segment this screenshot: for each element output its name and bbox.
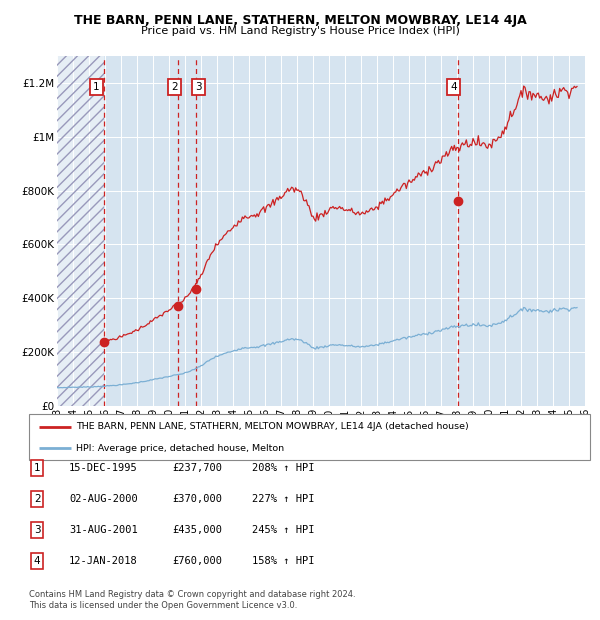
Text: 1: 1 — [34, 463, 41, 473]
Text: 2: 2 — [171, 82, 178, 92]
FancyBboxPatch shape — [29, 414, 590, 460]
Text: 245% ↑ HPI: 245% ↑ HPI — [252, 525, 314, 535]
Text: THE BARN, PENN LANE, STATHERN, MELTON MOWBRAY, LE14 4JA (detached house): THE BARN, PENN LANE, STATHERN, MELTON MO… — [76, 422, 469, 431]
Text: £370,000: £370,000 — [172, 494, 222, 504]
Text: Contains HM Land Registry data © Crown copyright and database right 2024.: Contains HM Land Registry data © Crown c… — [29, 590, 355, 600]
Text: 4: 4 — [34, 556, 41, 566]
Text: 12-JAN-2018: 12-JAN-2018 — [69, 556, 138, 566]
Text: £760,000: £760,000 — [172, 556, 222, 566]
Text: £435,000: £435,000 — [172, 525, 222, 535]
Text: 4: 4 — [451, 82, 457, 92]
Text: 158% ↑ HPI: 158% ↑ HPI — [252, 556, 314, 566]
Text: THE BARN, PENN LANE, STATHERN, MELTON MOWBRAY, LE14 4JA: THE BARN, PENN LANE, STATHERN, MELTON MO… — [74, 14, 526, 27]
Text: This data is licensed under the Open Government Licence v3.0.: This data is licensed under the Open Gov… — [29, 601, 297, 611]
Text: 02-AUG-2000: 02-AUG-2000 — [69, 494, 138, 504]
Text: 2: 2 — [34, 494, 41, 504]
Bar — [57, 56, 104, 406]
Text: 3: 3 — [195, 82, 202, 92]
Text: £237,700: £237,700 — [172, 463, 222, 473]
Text: 3: 3 — [34, 525, 41, 535]
Text: 208% ↑ HPI: 208% ↑ HPI — [252, 463, 314, 473]
Text: HPI: Average price, detached house, Melton: HPI: Average price, detached house, Melt… — [76, 444, 284, 453]
Bar — [57, 56, 104, 406]
Text: 1: 1 — [93, 82, 100, 92]
Text: 15-DEC-1995: 15-DEC-1995 — [69, 463, 138, 473]
Text: 31-AUG-2001: 31-AUG-2001 — [69, 525, 138, 535]
Text: Price paid vs. HM Land Registry's House Price Index (HPI): Price paid vs. HM Land Registry's House … — [140, 26, 460, 36]
Text: 227% ↑ HPI: 227% ↑ HPI — [252, 494, 314, 504]
